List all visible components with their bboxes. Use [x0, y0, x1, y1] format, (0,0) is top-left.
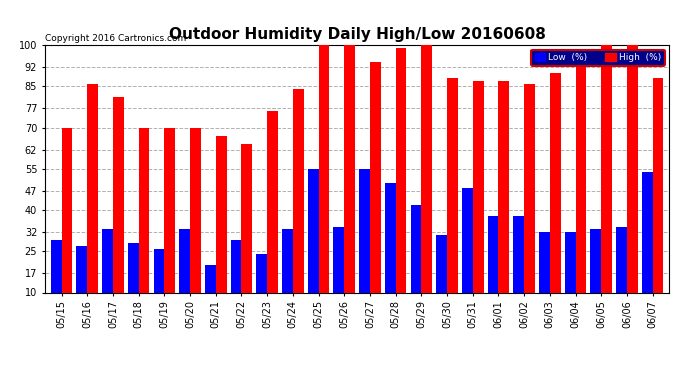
Bar — [179, 229, 190, 320]
Bar — [524, 84, 535, 320]
Bar — [627, 45, 638, 320]
Bar — [539, 232, 550, 320]
Bar — [154, 249, 164, 320]
Bar — [267, 111, 278, 320]
Bar — [473, 81, 484, 320]
Title: Outdoor Humidity Daily High/Low 20160608: Outdoor Humidity Daily High/Low 20160608 — [168, 27, 546, 42]
Legend: Low  (%), High  (%): Low (%), High (%) — [531, 50, 664, 66]
Bar — [359, 169, 370, 320]
Bar — [591, 229, 601, 320]
Bar — [190, 128, 201, 320]
Bar — [498, 81, 509, 320]
Bar — [575, 64, 586, 320]
Bar — [51, 240, 61, 320]
Bar — [293, 89, 304, 320]
Bar — [344, 45, 355, 320]
Bar — [308, 169, 319, 320]
Bar — [333, 226, 344, 320]
Bar — [319, 45, 329, 320]
Bar — [370, 62, 381, 320]
Bar — [87, 84, 98, 320]
Bar — [436, 235, 447, 320]
Bar — [385, 183, 395, 320]
Bar — [216, 136, 226, 320]
Bar — [61, 128, 72, 320]
Bar — [564, 232, 575, 320]
Bar — [422, 45, 432, 320]
Text: Copyright 2016 Cartronics.com: Copyright 2016 Cartronics.com — [45, 33, 186, 42]
Bar — [241, 144, 253, 320]
Bar — [550, 72, 560, 320]
Bar — [113, 97, 124, 320]
Bar — [395, 48, 406, 320]
Bar — [411, 204, 422, 320]
Bar — [653, 78, 663, 320]
Bar — [128, 243, 139, 320]
Bar — [164, 128, 175, 320]
Bar — [462, 188, 473, 320]
Bar — [102, 229, 113, 320]
Bar — [205, 265, 216, 320]
Bar — [282, 229, 293, 320]
Bar — [601, 45, 612, 320]
Bar — [139, 128, 150, 320]
Bar — [77, 246, 87, 320]
Bar — [642, 171, 653, 320]
Bar — [488, 216, 498, 320]
Bar — [447, 78, 457, 320]
Bar — [513, 216, 524, 320]
Bar — [257, 254, 267, 320]
Bar — [616, 226, 627, 320]
Bar — [230, 240, 241, 320]
